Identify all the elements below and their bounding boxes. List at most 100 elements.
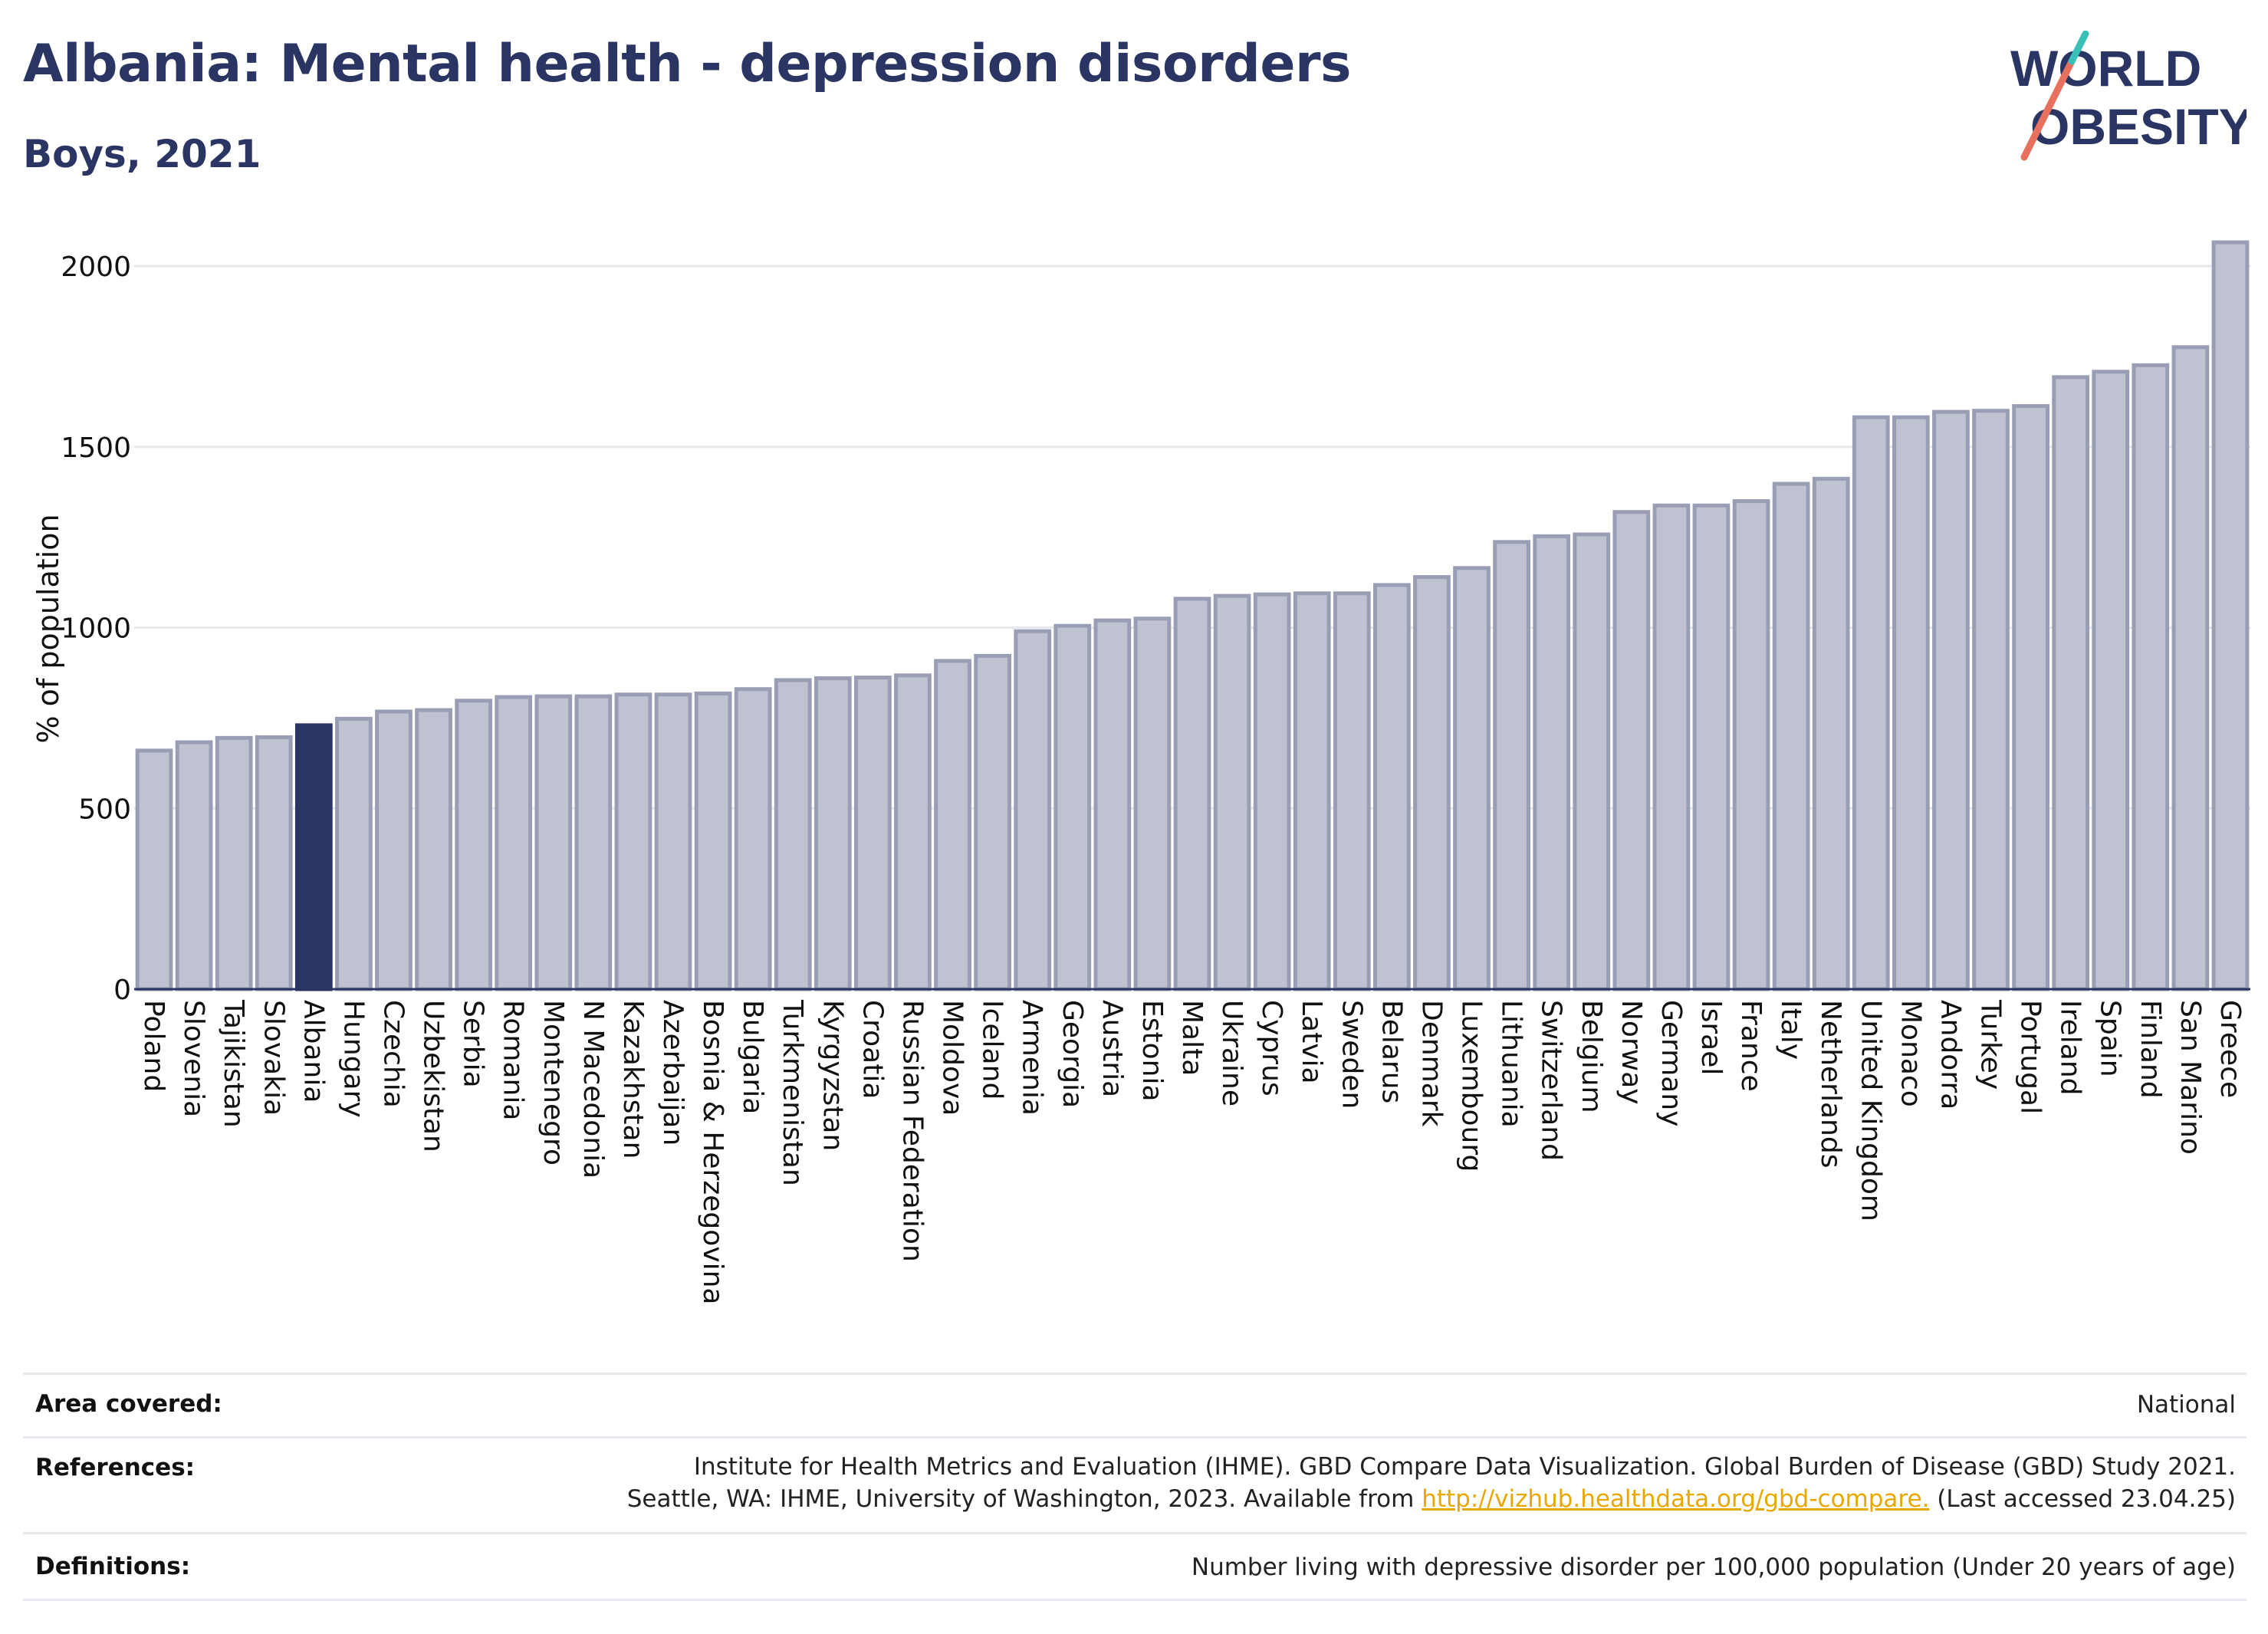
x-tick-label: Azerbaijan: [657, 1000, 689, 1146]
x-tick-label: Poland: [138, 1000, 169, 1092]
bar: [2132, 363, 2170, 991]
x-tick-label: Denmark: [1415, 1000, 1447, 1127]
bar: [175, 740, 213, 991]
y-axis-label: % of population: [31, 514, 65, 743]
x-tick-label: Monaco: [1895, 1000, 1926, 1107]
bar: [1413, 575, 1451, 991]
bar: [255, 735, 293, 991]
x-tick-label: Netherlands: [1815, 1000, 1846, 1168]
bar: [1053, 623, 1092, 991]
bar: [1293, 591, 1331, 991]
x-tick-label: Iceland: [977, 1000, 1008, 1100]
x-tick-label: Kazakhstan: [617, 1000, 649, 1159]
references-line2-pre: Seattle, WA: IHME, University of Washing…: [626, 1485, 1422, 1513]
x-tick-label: Slovakia: [258, 1000, 289, 1116]
x-tick-label: Norway: [1616, 1000, 1647, 1105]
y-tick-labels: 0 500 1000 1500 2000: [61, 252, 131, 1006]
y-tick-label: 1500: [61, 432, 131, 464]
x-tick-label: Czechia: [377, 1000, 409, 1108]
y-tick-label: 2000: [61, 252, 131, 283]
bar: [1612, 510, 1651, 991]
x-tick-label: France: [1735, 1000, 1767, 1092]
y-tick-label: 500: [78, 794, 131, 825]
page-title: Albania: Mental health - depression diso…: [23, 34, 1351, 94]
bar: [574, 694, 613, 991]
area-covered-label: Area covered:: [35, 1390, 222, 1418]
bar-chart: 0 500 1000 1500 2000 Poland Slovenia Tajikista…: [31, 240, 2250, 1304]
x-tick-labels: Poland Slovenia Tajikistan Slovakia Albania H…: [138, 999, 2246, 1304]
bar: [455, 699, 493, 991]
bar-highlight: [294, 723, 333, 991]
bar: [934, 659, 971, 991]
bar: [1253, 592, 1291, 991]
bar: [1573, 532, 1611, 991]
x-tick-label: Ireland: [2055, 1000, 2086, 1096]
bar: [734, 687, 772, 991]
bar: [1213, 593, 1251, 991]
bar: [694, 691, 732, 991]
references-line2: Seattle, WA: IHME, University of Washing…: [23, 1483, 2236, 1515]
bar: [375, 709, 413, 991]
bar: [335, 716, 373, 991]
x-tick-label: Serbia: [458, 1000, 489, 1088]
x-tick-label: Andorra: [1934, 1000, 1966, 1110]
y-tick-label: 1000: [61, 613, 131, 645]
bar: [1093, 618, 1132, 991]
bar: [1932, 409, 1970, 991]
bar: [534, 694, 573, 991]
x-tick-label: Bosnia & Herzegovina: [697, 1000, 728, 1304]
x-tick-label: United Kingdom: [1855, 1000, 1886, 1221]
world-obesity-logo: WORLD OBESITY: [2010, 31, 2247, 161]
x-tick-label: Slovenia: [178, 1000, 209, 1117]
x-tick-label: Luxembourg: [1456, 1000, 1487, 1172]
bar: [1493, 540, 1530, 991]
x-tick-label: Italy: [1775, 1000, 1806, 1060]
x-tick-label: Uzbekistan: [418, 1000, 449, 1152]
bar: [1692, 503, 1731, 991]
references-line1: Institute for Health Metrics and Evaluat…: [693, 1453, 2236, 1481]
references-value: Institute for Health Metrics and Evaluat…: [23, 1438, 2247, 1515]
x-tick-label: Spain: [2095, 1000, 2126, 1077]
bar: [1732, 499, 1770, 991]
info-row-references: References: Institute for Health Metrics…: [23, 1436, 2247, 1532]
bars: [135, 240, 2250, 991]
x-tick-label: Russian Federation: [896, 1000, 928, 1262]
bar: [2211, 240, 2250, 991]
x-tick-label: Lithuania: [1496, 1000, 1527, 1128]
area-covered-value: National: [2136, 1391, 2236, 1419]
svg-text:OBESITY: OBESITY: [2030, 98, 2247, 155]
bar: [1133, 616, 1172, 991]
x-tick-label: Israel: [1695, 1000, 1727, 1075]
x-tick-label: Finland: [2135, 1000, 2166, 1099]
x-tick-label: Tajikistan: [218, 999, 249, 1128]
bar: [1333, 591, 1371, 991]
info-table: Area covered: National References: Insti…: [23, 1373, 2247, 1601]
page-subtitle: Boys, 2021: [23, 132, 261, 176]
bar: [774, 678, 812, 991]
references-link[interactable]: http://vizhub.healthdata.org/gbd-compare…: [1422, 1485, 1930, 1513]
bar: [1812, 476, 1850, 991]
x-tick-label: Romania: [498, 1000, 529, 1120]
references-line2-post: (Last accessed 23.04.25): [1929, 1485, 2236, 1513]
svg-text:WORLD: WORLD: [2010, 40, 2201, 97]
bar: [1772, 482, 1810, 991]
x-tick-label: Turkmenistan: [777, 999, 808, 1186]
x-tick-label: Moldova: [937, 1000, 968, 1116]
bar: [2012, 404, 2049, 991]
x-tick-label: Sweden: [1336, 1000, 1367, 1109]
definitions-value: Number living with depressive disorder p…: [1191, 1553, 2236, 1581]
bar: [1014, 629, 1052, 991]
x-tick-label: Portugal: [2015, 1000, 2046, 1114]
y-tick-label: 0: [113, 975, 131, 1006]
x-tick-label: Albania: [297, 1000, 329, 1103]
x-tick-label: Belgium: [1576, 1000, 1607, 1113]
x-tick-label: Estonia: [1136, 1000, 1168, 1102]
x-tick-label: Austria: [1096, 1000, 1128, 1097]
bar: [415, 708, 452, 991]
bar: [1533, 534, 1571, 991]
bar: [1373, 583, 1411, 991]
x-tick-label: Greece: [2214, 1000, 2246, 1098]
bar: [1892, 415, 1930, 991]
x-tick-label: Switzerland: [1536, 1000, 1567, 1161]
bar: [1173, 597, 1211, 991]
